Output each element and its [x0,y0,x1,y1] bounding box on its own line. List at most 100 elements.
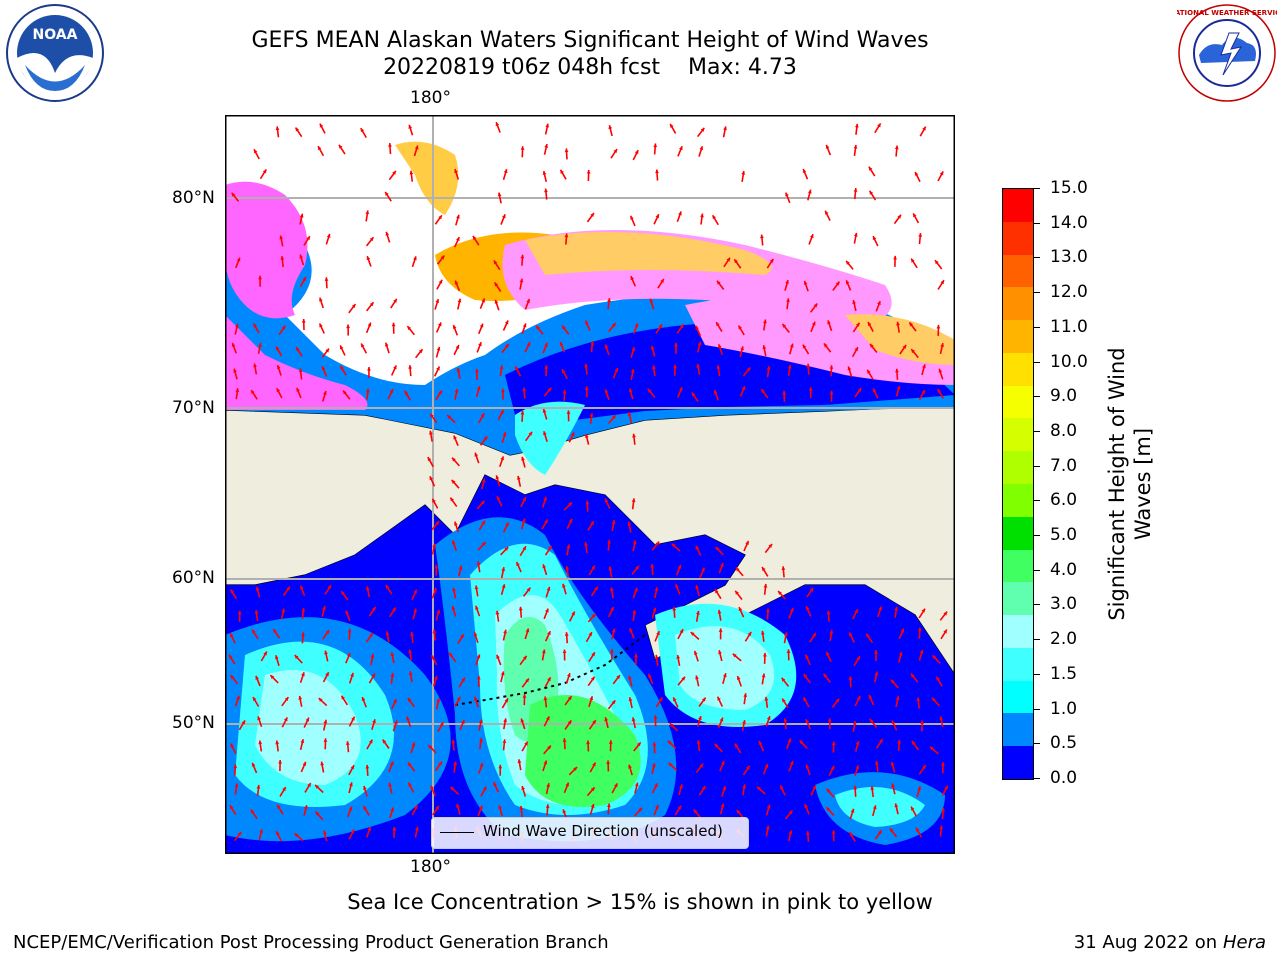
wave-arrow-head [778,591,782,595]
wave-arrow-head [438,215,442,220]
wave-arrow-head [787,738,792,743]
wave-arrow-head [560,169,564,174]
sea-ice-chukchi [225,315,368,410]
wave-arrow-head [522,497,526,502]
wave-arrow-head [478,719,483,724]
wave-arrow-head [586,169,591,174]
wave-arrow-head [874,650,879,654]
wave-arrow-head [654,587,659,592]
legend-label: Wind Wave Direction (unscaled) [483,822,723,840]
wave-arrow-head [628,675,632,680]
wave-arrow-head [544,342,548,347]
wave-arrow-head [831,741,836,746]
wave-arrow-head [856,696,861,701]
wave-arrow-head [809,234,814,239]
colorbar-tick-label: 13.0 [1050,247,1088,268]
wave-arrow-head [943,611,948,616]
wave-arrow-head [850,808,855,813]
wave-arrow-head [780,785,784,790]
colorbar-tick-mark [1034,743,1040,745]
wave-arrow-head [393,720,398,725]
colorbar-tick-label: 5.0 [1050,525,1078,546]
wave-arrow-head [826,610,831,615]
wave-arrow-head [701,786,706,791]
wave-arrow-head [921,608,925,613]
colorbar-tick-label: 7.0 [1050,455,1078,476]
wave-arrow-head [699,146,704,151]
wave-arrow-head [300,585,304,590]
wave-arrow-head [910,673,915,678]
wave-arrow-head [251,762,256,767]
aleutian-islands [454,634,646,706]
wave-arrow-head [676,655,681,659]
wave-arrow-head [522,655,527,660]
wave-arrow-head [803,674,808,679]
wave-arrow-head [365,764,370,769]
colorbar-cell [1003,254,1033,288]
wave-arrow-head [713,390,718,394]
colorbar-tick-mark [1034,500,1040,502]
wave-arrow-head [231,192,236,197]
wave-arrow-head [409,170,414,175]
wave-arrow-head [911,258,915,263]
wave-arrow-head [742,720,746,724]
wave-arrow-head [872,236,877,241]
wave-arrow-head [922,364,926,369]
wave-arrow-head [922,126,926,131]
wave-arrow-head [652,365,656,369]
wave-arrow-head [607,539,611,544]
wave-arrow-head [360,128,365,133]
wave-arrow-head [493,260,498,265]
wave-arrow-head [543,760,548,765]
wave-arrow-head [911,349,915,354]
wave-arrow-head [897,739,902,744]
wave-arrow-head [562,369,566,374]
wave-arrow-head [567,720,572,725]
colorbar-tick-mark [1034,257,1040,259]
wave-arrow-head [440,255,445,260]
wave-arrow-head [761,389,765,394]
wave-arrow-head [545,123,550,128]
wave-arrow-head [325,348,330,353]
colorbar-label-line2: Waves [m] [1131,427,1155,541]
wave-arrow-head [494,299,499,304]
wave-arrow-head [695,585,700,590]
footer-host: Hera [1222,932,1266,953]
wave-arrow-head [741,386,746,391]
wave-arrow-head [870,343,874,348]
wave-arrow-head [429,476,434,481]
wave-arrow-head [496,496,501,501]
wave-arrow-head [517,759,522,764]
wave-arrow-head [827,718,832,722]
wave-arrow-head [275,346,280,351]
wave-arrow-head [479,323,484,328]
colorbar-cell [1003,582,1033,616]
wave-arrow-head [564,632,569,636]
wave-arrow-head [562,325,566,330]
wave-arrow-head [361,343,365,348]
wave-arrow-head [476,654,481,659]
wave-arrow-head [872,388,877,393]
wave-arrow-head [369,302,374,307]
colorbar-tick-label: 12.0 [1050,282,1088,303]
wave-arrow-head [323,391,327,395]
wave-arrow-head [452,325,457,329]
wave-arrow-head [939,716,944,720]
wave-arrow-head [848,676,853,681]
wave-arrow-head [763,319,767,324]
wave-arrow-head [408,365,413,369]
wave-arrow-head [449,652,453,657]
wave-arrow-head [607,298,611,302]
wave-arrow-head [813,303,818,308]
wave-arrow-head [891,783,896,788]
wave-arrow-head [251,390,255,395]
wave-arrow-head [476,561,481,566]
wave-arrow-head [281,325,286,330]
wave-arrow-head [280,256,285,260]
wave-arrow-head [568,518,573,523]
wave-arrow-head [323,830,327,835]
wave-arrow-head [481,520,485,525]
wave-arrow-head [498,805,502,810]
wave-arrow-head [651,763,656,768]
wave-arrow-head [522,387,527,392]
